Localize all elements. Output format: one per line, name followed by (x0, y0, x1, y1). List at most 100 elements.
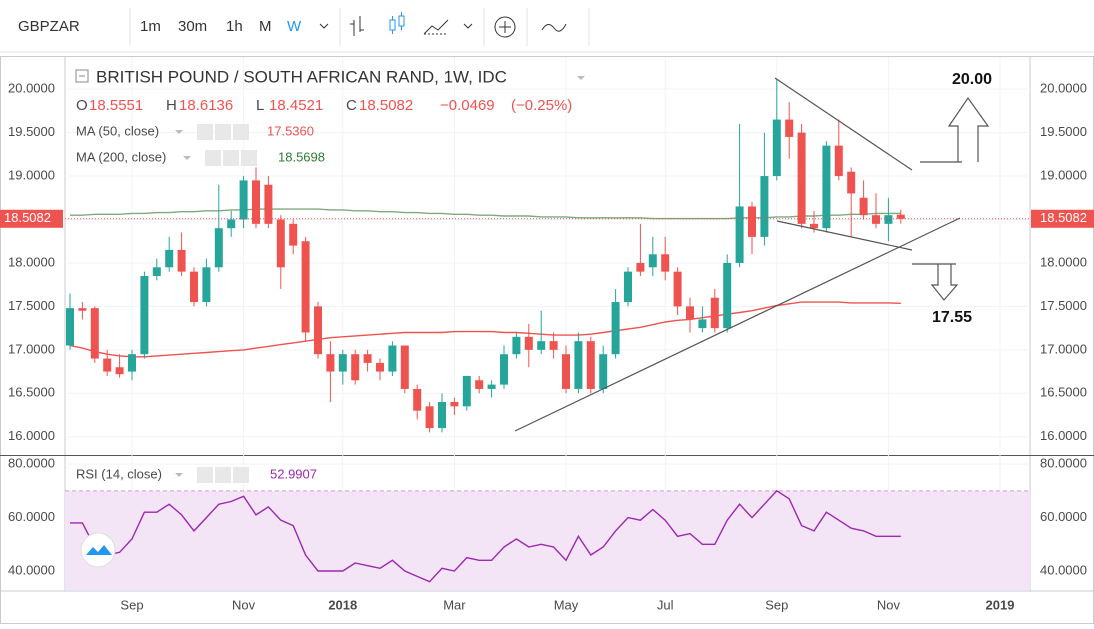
toolbar (0, 0, 1094, 52)
bar-style-icon[interactable] (350, 16, 364, 36)
candle-body (847, 171, 856, 194)
logo[interactable] (80, 532, 116, 568)
y-tick-label: 20.0000 (1040, 81, 1087, 96)
candle-body (884, 215, 893, 224)
candle-body (537, 341, 546, 350)
y-tick-label: 17.0000 (8, 341, 55, 356)
candle-body (636, 262, 645, 272)
candle-body (289, 223, 298, 246)
moving-average (69, 301, 901, 358)
y-tick-label: 19.5000 (1040, 124, 1087, 139)
interval[interactable]: 1m (140, 18, 161, 35)
legend-button[interactable] (205, 150, 221, 166)
moving-average (70, 208, 901, 220)
candle-body (376, 362, 384, 372)
indicator-value: 52.9907 (270, 466, 317, 481)
indicator-dropdown (175, 130, 183, 134)
candle-body (128, 354, 136, 372)
ohlc-value: 18.4521 (269, 97, 323, 114)
interval[interactable]: M (259, 18, 272, 35)
candle-body (400, 345, 409, 389)
x-tick-label: Nov (232, 597, 256, 612)
interval[interactable]: W (287, 18, 302, 35)
ohlc-key: L (256, 97, 264, 114)
annotation: 20.00 (952, 71, 992, 88)
indicators-icon[interactable] (423, 19, 449, 35)
candle-body (599, 354, 608, 389)
candle-body (326, 354, 335, 372)
legend-button[interactable] (223, 150, 239, 166)
candle-body (698, 319, 707, 329)
candle-body (227, 219, 236, 229)
symbol[interactable]: GBPZAR (18, 18, 80, 35)
y-tick-label: 18.0000 (8, 254, 55, 269)
legend-button[interactable] (215, 467, 231, 483)
indicator-icon[interactable] (541, 23, 567, 32)
ohlc-value: 18.5551 (89, 97, 143, 114)
style-dropdown[interactable] (463, 23, 473, 29)
candle-body (661, 254, 670, 272)
candle-body (859, 197, 868, 216)
logo-mark (86, 545, 112, 555)
indicator-dropdown (183, 156, 191, 160)
rsi-tick-label: 80.0000 (8, 456, 55, 471)
candle-body (748, 206, 756, 237)
y-tick-label: 19.5000 (8, 124, 55, 139)
candle-body (549, 341, 558, 350)
y-tick-label: 20.0000 (8, 81, 55, 96)
legend-button[interactable] (197, 124, 213, 140)
legend-button[interactable] (233, 467, 249, 483)
candle-style-icon[interactable] (389, 12, 405, 34)
indicator-name: RSI (14, close) (76, 466, 162, 481)
candle-body (896, 214, 905, 219)
candle-body (797, 132, 806, 224)
candle-body (822, 145, 831, 229)
change: −0.0469 (440, 97, 495, 114)
collapse-icon[interactable] (75, 69, 89, 83)
last-price-label: 18.5082 (4, 210, 51, 225)
candle-body (214, 228, 223, 268)
candle-body (611, 302, 620, 355)
candle-body (351, 354, 360, 381)
candle-body (475, 380, 484, 389)
y-tick-label: 17.5000 (8, 298, 55, 313)
y-tick-label: 19.0000 (1040, 167, 1087, 182)
ohlc-key: H (166, 97, 177, 114)
y-tick-label: 17.5000 (1040, 298, 1087, 313)
y-tick-label: 18.0000 (1040, 254, 1087, 269)
candle-body (252, 180, 260, 224)
indicator-name: MA (50, close) (76, 123, 159, 138)
candle-body (264, 184, 273, 224)
interval-dropdown[interactable] (319, 23, 329, 29)
legend-button[interactable] (233, 124, 249, 140)
x-tick-label: 2019 (986, 597, 1015, 612)
x-tick-label: Nov (877, 597, 901, 612)
drawings (514, 77, 990, 432)
y-tick-label: 16.0000 (8, 428, 55, 443)
candle-body (90, 308, 99, 359)
intervals: 1m 30m 1h M W (140, 18, 302, 35)
rsi-tick-label: 60.0000 (1040, 509, 1087, 524)
candle-body (115, 367, 124, 375)
candle-body (314, 306, 322, 355)
y-tick-label: 16.0000 (1040, 428, 1087, 443)
candle-body (66, 308, 74, 346)
candle-body (673, 271, 682, 307)
compare-icon[interactable] (494, 16, 516, 38)
legend-button[interactable] (241, 150, 257, 166)
candle-body (177, 249, 186, 272)
candle-body (512, 336, 521, 355)
interval[interactable]: 1h (226, 18, 243, 35)
candle-body (202, 267, 211, 303)
indicator-dropdown (175, 473, 183, 477)
indicator-name: MA (200, close) (76, 149, 166, 164)
legend-button[interactable] (215, 124, 231, 140)
candle-body (710, 297, 719, 329)
candle-body (686, 306, 694, 320)
legend-button[interactable] (197, 467, 213, 483)
last-price-tag (1031, 209, 1094, 228)
interval[interactable]: 30m (178, 18, 207, 35)
rsi-tick-label: 40.0000 (8, 562, 55, 577)
indicator-legend: MA (50, close) 17.5360 MA (200, close) 18.5… (76, 123, 325, 483)
title-dropdown[interactable] (577, 76, 585, 80)
